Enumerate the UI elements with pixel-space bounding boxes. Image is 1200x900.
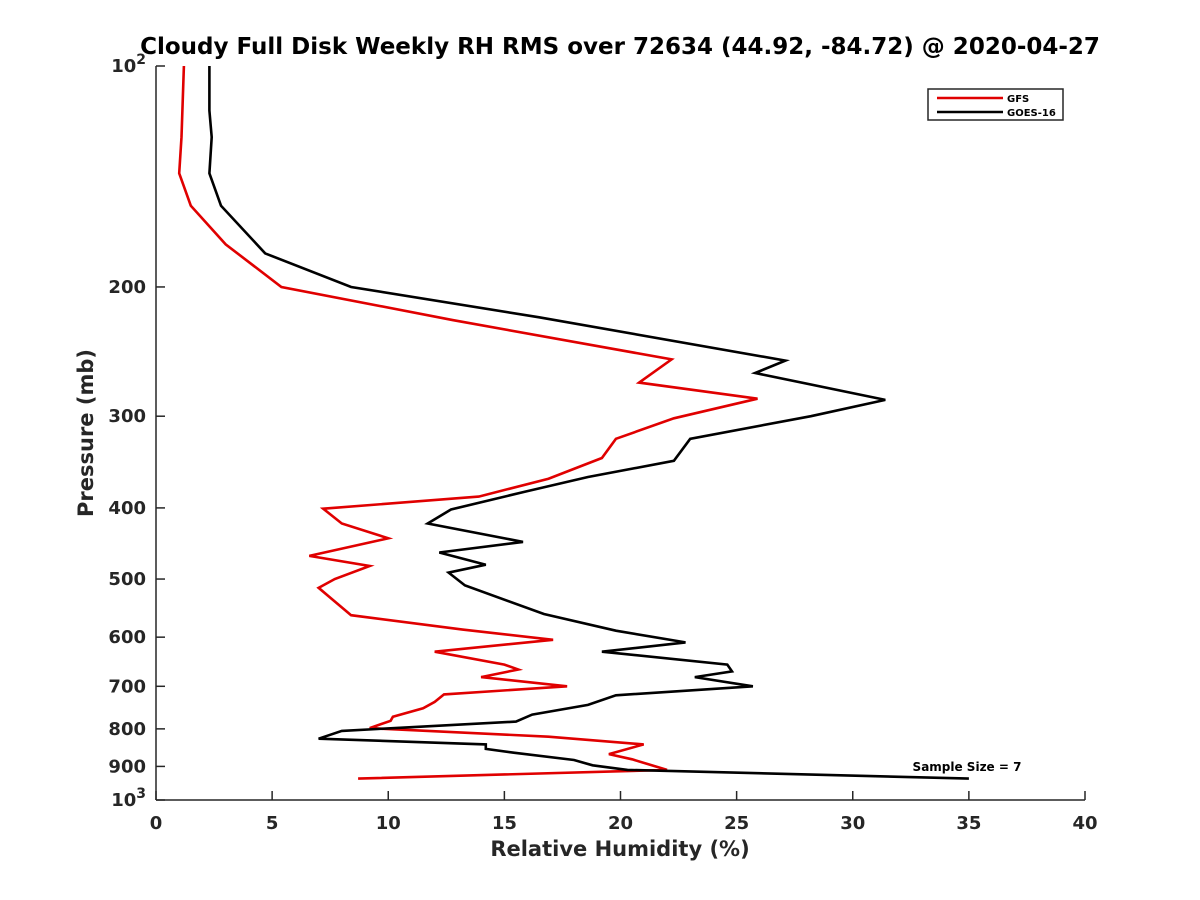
y-tick-label-base: 800	[108, 719, 146, 740]
x-axis-label: Relative Humidity (%)	[490, 837, 749, 861]
x-tick-label: 35	[956, 813, 981, 834]
y-tick-label: 200	[108, 277, 146, 298]
y-tick-label-base: 400	[108, 498, 146, 519]
x-tick-label: 25	[724, 813, 749, 834]
y-tick-label: 400	[108, 498, 146, 519]
legend-label: GFS	[1007, 94, 1029, 105]
series-layer	[177, 66, 969, 780]
y-tick-label: 102	[111, 52, 146, 77]
x-tick-label: 10	[376, 813, 401, 834]
y-tick-label-base: 10	[111, 790, 136, 811]
y-tick-label: 500	[108, 569, 146, 590]
x-tick-label: 15	[492, 813, 517, 834]
y-tick-label: 900	[108, 756, 146, 777]
y-tick-label-base: 300	[108, 406, 146, 427]
x-ticks: 0 5 10 15 20 25 30 35 40	[150, 791, 1098, 834]
series-line-goes-16	[208, 66, 969, 780]
x-tick-label: 0	[150, 813, 163, 834]
y-tick-label-base: 200	[108, 277, 146, 298]
y-tick-label: 300	[108, 406, 146, 427]
y-tick-label: 700	[108, 676, 146, 697]
legend: GFS GOES-16	[927, 88, 1064, 121]
x-tick-label: 5	[266, 813, 279, 834]
axes-layer	[155, 66, 1085, 801]
y-tick-label-exponent: 3	[136, 786, 146, 802]
sample-size-annotation: Sample Size = 7	[913, 760, 1022, 774]
x-tick-label: 30	[840, 813, 865, 834]
legend-box	[927, 88, 1064, 121]
y-tick-label-exponent: 2	[136, 52, 146, 68]
y-tick-label-base: 900	[108, 756, 146, 777]
x-tick-label: 40	[1072, 813, 1097, 834]
chart-title: Cloudy Full Disk Weekly RH RMS over 7263…	[140, 34, 1100, 60]
y-tick-label: 800	[108, 719, 146, 740]
y-tick-label-base: 600	[108, 627, 146, 648]
series-line-gfs	[177, 66, 758, 780]
y-tick-label-base: 700	[108, 676, 146, 697]
x-tick-label: 20	[608, 813, 633, 834]
y-tick-label: 600	[108, 627, 146, 648]
y-tick-label-base: 10	[111, 56, 136, 77]
legend-label: GOES-16	[1007, 108, 1056, 119]
legend-items: GFS GOES-16	[937, 94, 1056, 119]
y-axis-label: Pressure (mb)	[74, 349, 98, 517]
y-tick-label-base: 500	[108, 569, 146, 590]
y-tick-label: 103	[111, 786, 146, 811]
